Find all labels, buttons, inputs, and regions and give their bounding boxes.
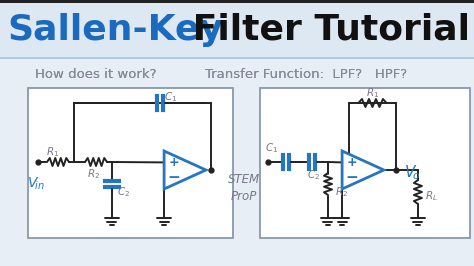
Text: +: + <box>346 156 357 169</box>
Text: $C_2$: $C_2$ <box>308 168 320 182</box>
Text: $R_2$: $R_2$ <box>336 185 348 199</box>
Text: −: − <box>167 170 180 185</box>
Text: Sallen-Key: Sallen-Key <box>7 13 223 47</box>
Text: −: − <box>345 170 358 185</box>
Text: $V_{\!in}$: $V_{\!in}$ <box>27 176 45 192</box>
Text: $R_1$: $R_1$ <box>366 86 379 100</box>
Text: $R_L$: $R_L$ <box>426 189 438 203</box>
Text: Transfer Function:  LPF?   HPF?: Transfer Function: LPF? HPF? <box>205 68 407 81</box>
Text: STEM
ProP: STEM ProP <box>228 173 260 203</box>
Text: $C_2$: $C_2$ <box>118 185 130 199</box>
Text: $C_1$: $C_1$ <box>265 141 279 155</box>
Text: Filter Tutorial: Filter Tutorial <box>180 13 470 47</box>
Text: How does it work?: How does it work? <box>35 68 156 81</box>
Text: $R_1$: $R_1$ <box>46 145 60 159</box>
Text: $R_2$: $R_2$ <box>88 167 100 181</box>
Bar <box>260 88 470 238</box>
Text: $C_1$: $C_1$ <box>164 90 178 104</box>
Bar <box>0 57 474 59</box>
Text: Sallen-Key: Sallen-Key <box>7 13 223 47</box>
Text: Transfer Function:  LPF?   HPF?: Transfer Function: LPF? HPF? <box>205 68 407 81</box>
Bar <box>0 2 474 57</box>
Bar <box>0 0 474 3</box>
Bar <box>0 57 474 59</box>
Text: How does it work?: How does it work? <box>35 68 156 81</box>
Bar <box>0 2 474 57</box>
Text: Filter Tutorial: Filter Tutorial <box>180 13 470 47</box>
Polygon shape <box>342 151 384 189</box>
Polygon shape <box>164 151 206 189</box>
Bar <box>28 88 233 238</box>
Bar <box>0 0 474 3</box>
Text: $V_{\!o}$: $V_{\!o}$ <box>404 164 420 182</box>
Text: +: + <box>168 156 179 169</box>
